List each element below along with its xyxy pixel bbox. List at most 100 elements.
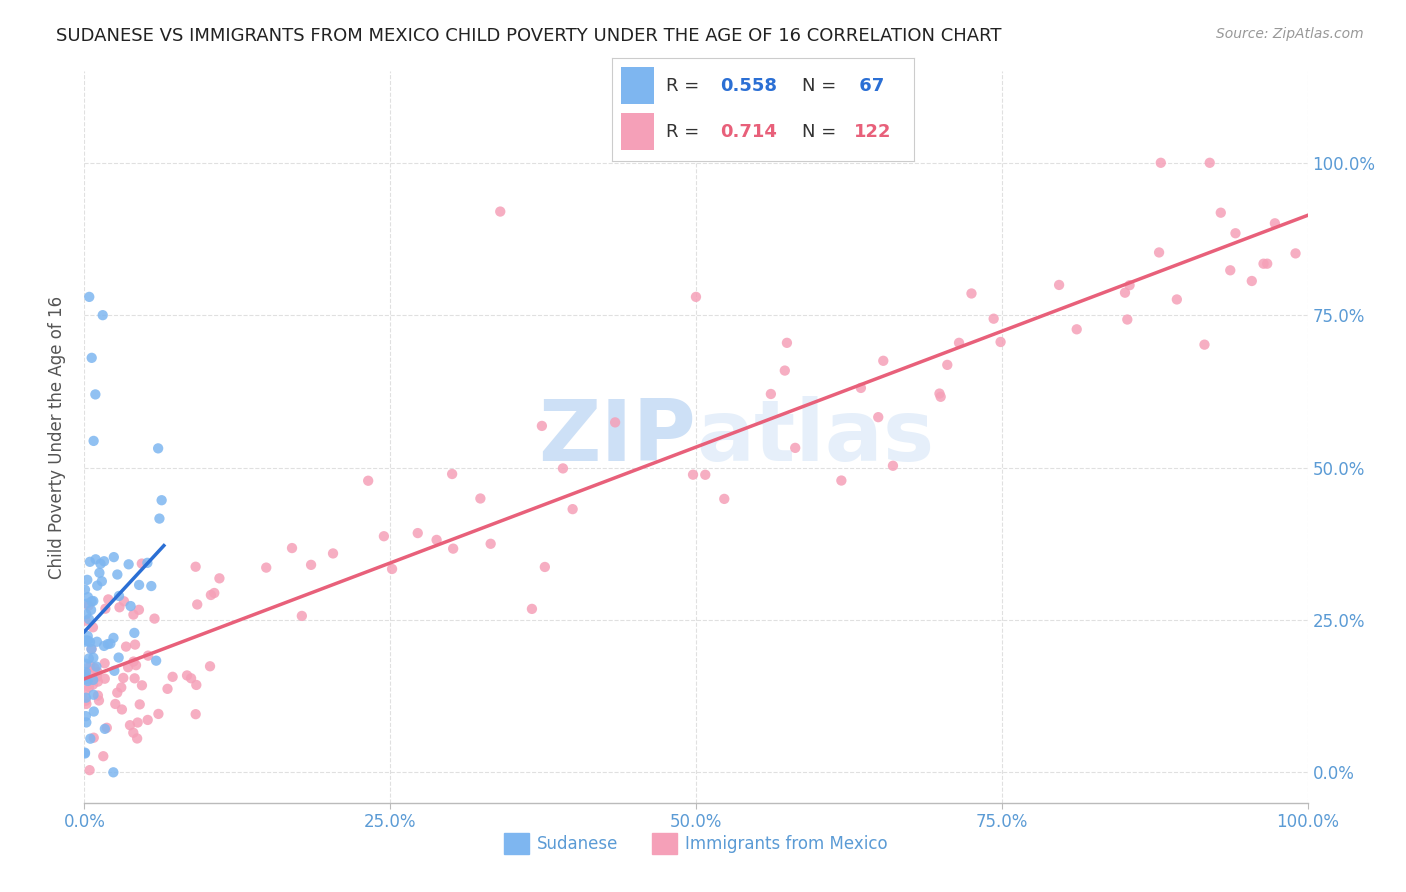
Point <box>156 681 179 696</box>
Text: 122: 122 <box>853 123 891 141</box>
Point <box>90 574 112 589</box>
Point <box>406 526 429 541</box>
Point <box>150 493 173 508</box>
Point <box>131 678 153 692</box>
Legend: Sudanese, Immigrants from Mexico: Sudanese, Immigrants from Mexico <box>498 827 894 860</box>
Text: ZIP: ZIP <box>538 395 696 479</box>
Point <box>103 550 125 565</box>
Point <box>75 672 97 686</box>
Point <box>186 678 208 692</box>
Point <box>77 590 100 604</box>
Y-axis label: Child Poverty Under the Age of 16: Child Poverty Under the Age of 16 <box>48 295 66 579</box>
Point <box>82 620 104 634</box>
Point <box>87 693 110 707</box>
Point <box>124 626 146 640</box>
Point <box>80 642 103 657</box>
Point <box>76 597 98 611</box>
Point <box>77 599 100 613</box>
Point <box>470 491 492 506</box>
Point <box>107 650 129 665</box>
Point <box>1147 245 1170 260</box>
Point <box>128 698 150 712</box>
Point <box>73 747 96 761</box>
Point <box>82 673 104 687</box>
Point <box>112 594 135 608</box>
Point <box>104 697 127 711</box>
Point <box>122 725 145 739</box>
Point <box>127 731 149 746</box>
Point <box>82 594 104 608</box>
Point <box>148 706 170 721</box>
Point <box>162 670 184 684</box>
Point <box>89 566 111 580</box>
Point <box>561 502 583 516</box>
Point <box>76 633 98 648</box>
Point <box>108 600 131 615</box>
Point <box>86 579 108 593</box>
Point <box>983 311 1005 326</box>
Point <box>86 634 108 648</box>
Point <box>103 765 125 780</box>
Point <box>830 474 852 488</box>
Point <box>128 578 150 592</box>
Point <box>73 670 96 684</box>
Point <box>77 651 100 665</box>
Point <box>77 633 100 648</box>
Point <box>1066 322 1088 336</box>
Point <box>77 680 100 694</box>
Point <box>136 648 159 663</box>
Point <box>127 715 149 730</box>
Point <box>75 715 97 730</box>
Point <box>1253 257 1275 271</box>
Point <box>184 559 207 574</box>
Point <box>759 387 782 401</box>
Point <box>87 689 110 703</box>
FancyBboxPatch shape <box>620 113 654 150</box>
Point <box>73 746 96 760</box>
Point <box>381 562 404 576</box>
Point <box>202 586 225 600</box>
Point <box>773 363 796 377</box>
Point <box>80 351 103 365</box>
Point <box>868 410 890 425</box>
Point <box>75 709 97 723</box>
Text: R =: R = <box>666 123 704 141</box>
Point <box>948 335 970 350</box>
Point <box>86 659 108 673</box>
Point <box>94 722 117 736</box>
Text: N =: N = <box>801 123 842 141</box>
Text: N =: N = <box>801 77 842 95</box>
Point <box>75 690 97 705</box>
Point <box>128 603 150 617</box>
Point <box>990 334 1012 349</box>
Point <box>357 474 380 488</box>
Point <box>936 358 959 372</box>
Point <box>94 601 117 615</box>
Point <box>76 673 98 688</box>
Point <box>75 665 97 680</box>
Text: Source: ZipAtlas.com: Source: ZipAtlas.com <box>1216 27 1364 41</box>
Point <box>83 661 105 675</box>
Point <box>105 686 128 700</box>
Point <box>97 637 120 651</box>
Text: 67: 67 <box>853 77 884 95</box>
Point <box>80 641 103 656</box>
Point <box>75 607 97 621</box>
Point <box>80 603 103 617</box>
Point <box>145 654 167 668</box>
FancyBboxPatch shape <box>620 67 654 104</box>
Point <box>1047 277 1070 292</box>
Point <box>489 204 512 219</box>
Point <box>97 592 120 607</box>
Point <box>91 308 114 322</box>
Point <box>530 418 553 433</box>
Point <box>79 659 101 673</box>
Point <box>124 638 146 652</box>
Point <box>73 667 96 681</box>
Point <box>93 554 115 568</box>
Point <box>83 434 105 448</box>
Point <box>534 560 557 574</box>
Point <box>1194 337 1216 351</box>
Point <box>441 541 464 556</box>
Point <box>117 660 139 674</box>
